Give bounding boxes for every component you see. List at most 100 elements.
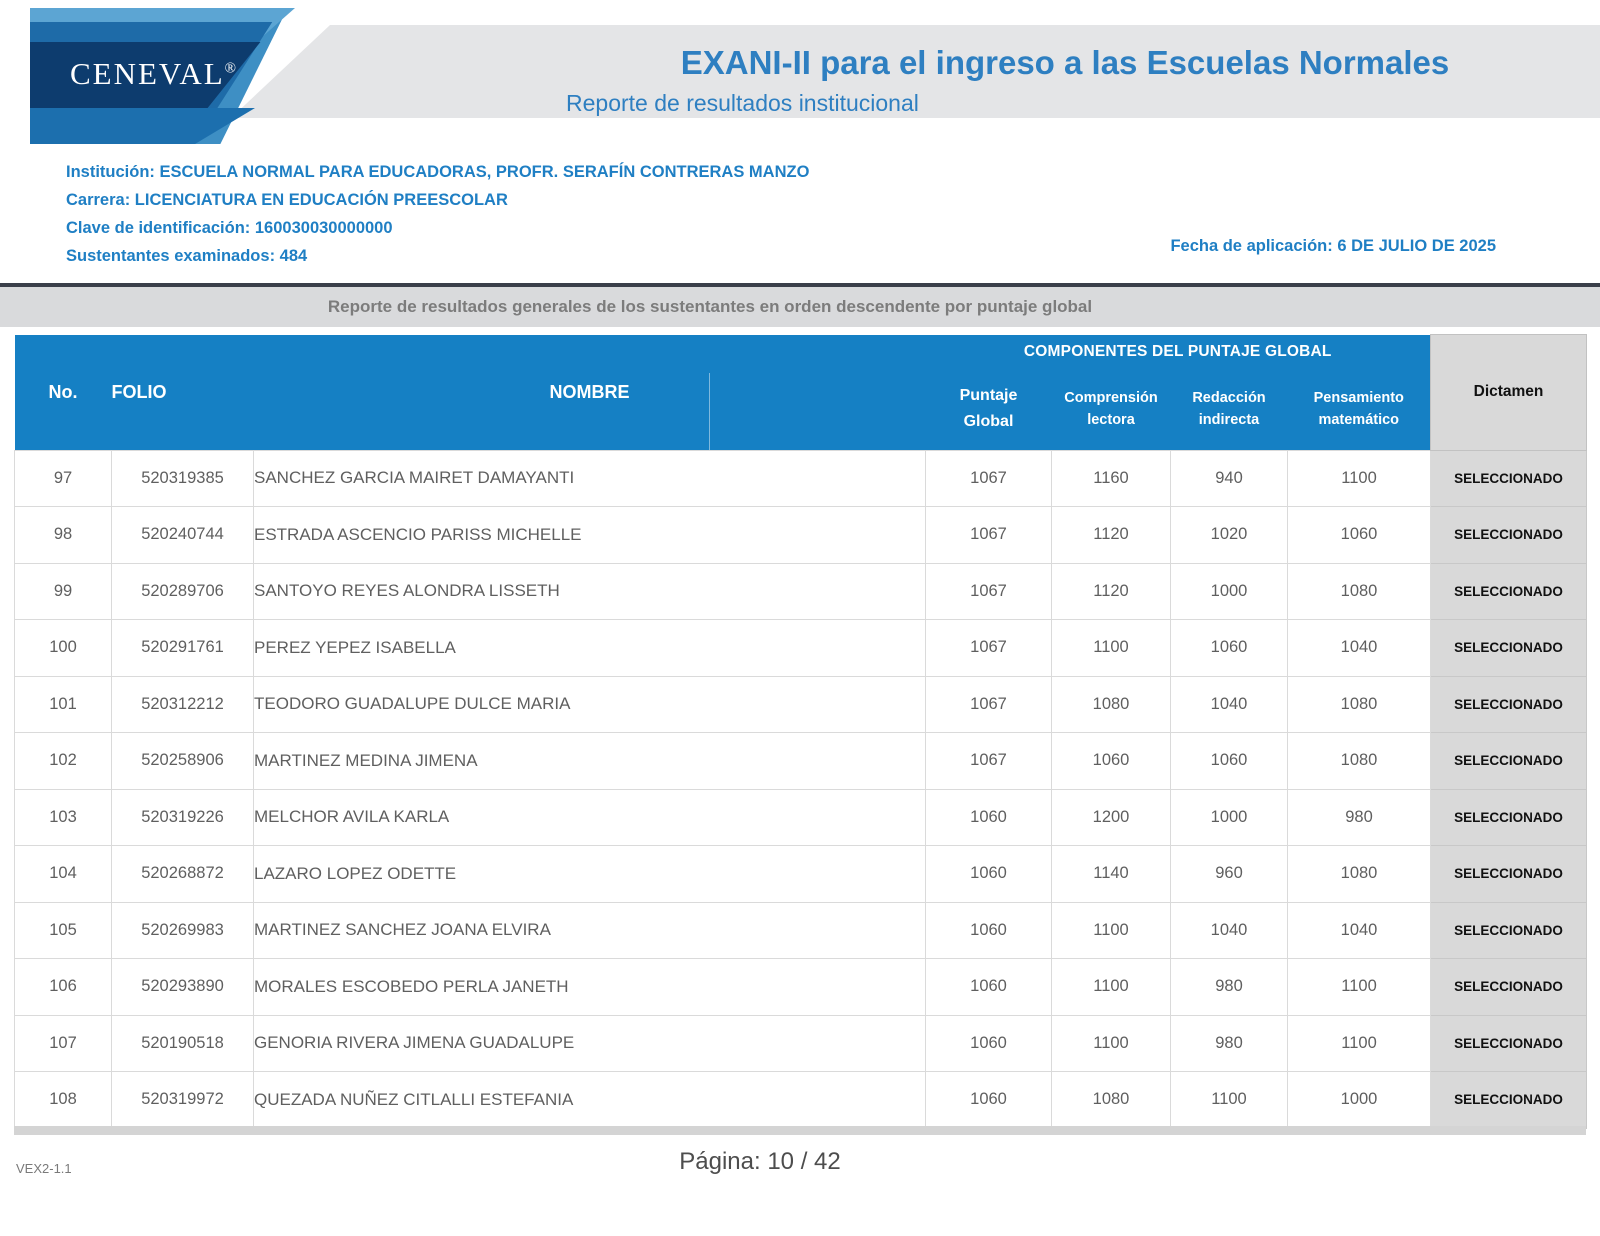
cell-nombre: LAZARO LOPEZ ODETTE: [253, 845, 926, 903]
cell-pensamiento-matematico: 1000: [1286, 1071, 1432, 1129]
column-header-redaccion-indirecta: Redacción indirecta: [1170, 368, 1288, 450]
table-row: 102 520258906 MARTINEZ MEDINA JIMENA 1067 10…: [14, 732, 1588, 790]
cell-pensamiento-matematico: 1100: [1286, 449, 1432, 507]
table-row: 108 520319972 QUEZADA NUÑEZ CITLALLI ESTEF…: [14, 1071, 1588, 1129]
column-header-redaccion-line1: Redacción: [1192, 390, 1266, 406]
cell-pensamiento-matematico: 1060: [1286, 506, 1432, 564]
cell-redaccion-indirecta: 980: [1170, 1014, 1288, 1072]
table-row: 104 520268872 LAZARO LOPEZ ODETTE 1060 1140 9…: [14, 845, 1588, 903]
header-grey-band: [150, 25, 1600, 118]
page-subtitle: Reporte de resultados institucional: [566, 90, 919, 116]
cell-dictamen: SELECCIONADO: [1430, 619, 1588, 677]
column-header-pensamiento-line1: Pensamiento: [1313, 390, 1404, 406]
cell-comprension-lectora: 1160: [1051, 449, 1171, 507]
cell-pensamiento-matematico: 1040: [1286, 901, 1432, 959]
table-row: 105 520269983 MARTINEZ SANCHEZ JOANA ELVIR…: [14, 901, 1588, 959]
column-header-puntaje-line2: Global: [963, 413, 1014, 430]
cell-folio: 520312212: [111, 675, 254, 733]
institution-metadata: Institución: ESCUELA NORMAL PARA EDUCADO…: [66, 158, 809, 270]
logo-wordmark: CENEVAL®: [70, 56, 238, 92]
cell-puntaje-global: 1067: [925, 675, 1052, 733]
cell-nombre: MARTINEZ SANCHEZ JOANA ELVIRA: [253, 901, 926, 959]
cell-puntaje-global: 1060: [925, 901, 1052, 959]
cell-puntaje-global: 1060: [925, 788, 1052, 846]
cell-no: 100: [14, 619, 112, 677]
cell-redaccion-indirecta: 1000: [1170, 788, 1288, 846]
cell-pensamiento-matematico: 1080: [1286, 675, 1432, 733]
cell-dictamen: SELECCIONADO: [1430, 449, 1588, 507]
cell-dictamen: SELECCIONADO: [1430, 845, 1588, 903]
column-header-comprension-line1: Comprensión: [1064, 390, 1158, 406]
cell-no: 107: [14, 1014, 112, 1072]
cell-comprension-lectora: 1080: [1051, 1071, 1171, 1129]
cell-pensamiento-matematico: 980: [1286, 788, 1432, 846]
cell-folio: 520268872: [111, 845, 254, 903]
table-row: 106 520293890 MORALES ESCOBEDO PERLA JANET…: [14, 958, 1588, 1016]
cell-pensamiento-matematico: 1080: [1286, 562, 1432, 620]
cell-no: 98: [14, 506, 112, 564]
cell-puntaje-global: 1060: [925, 845, 1052, 903]
cell-puntaje-global: 1060: [925, 958, 1052, 1016]
table-row: 103 520319226 MELCHOR AVILA KARLA 1060 1200 1…: [14, 788, 1588, 846]
column-header-no: No.: [14, 334, 112, 450]
cell-nombre: MARTINEZ MEDINA JIMENA: [253, 732, 926, 790]
cell-folio: 520319226: [111, 788, 254, 846]
cell-comprension-lectora: 1060: [1051, 732, 1171, 790]
cell-folio: 520319385: [111, 449, 254, 507]
cell-nombre: SANTOYO REYES ALONDRA LISSETH: [253, 562, 926, 620]
table-row: 99 520289706 SANTOYO REYES ALONDRA LISSETH…: [14, 562, 1588, 620]
cell-redaccion-indirecta: 980: [1170, 958, 1288, 1016]
column-header-dictamen: Dictamen: [1430, 334, 1588, 451]
cell-comprension-lectora: 1200: [1051, 788, 1171, 846]
cell-nombre: MORALES ESCOBEDO PERLA JANETH: [253, 958, 926, 1016]
cell-dictamen: SELECCIONADO: [1430, 788, 1588, 846]
cell-puntaje-global: 1060: [925, 1071, 1052, 1129]
cell-pensamiento-matematico: 1040: [1286, 619, 1432, 677]
column-header-pensamiento-line2: matemático: [1318, 412, 1400, 428]
cell-no: 101: [14, 675, 112, 733]
cell-pensamiento-matematico: 1080: [1286, 845, 1432, 903]
cell-comprension-lectora: 1100: [1051, 958, 1171, 1016]
cell-nombre: GENORIA RIVERA JIMENA GUADALUPE: [253, 1014, 926, 1072]
table-row: 100 520291761 PEREZ YEPEZ ISABELLA 1067 1100…: [14, 619, 1588, 677]
logo-shape-bottom-blue: [30, 108, 255, 144]
cell-nombre: SANCHEZ GARCIA MAIRET DAMAYANTI: [253, 449, 926, 507]
results-table-head: No. FOLIO NOMBRE COMPONENTES DEL PUNTAJE…: [14, 334, 1588, 451]
cell-pensamiento-matematico: 1080: [1286, 732, 1432, 790]
column-header-puntaje-line1: Puntaje: [959, 387, 1018, 404]
cell-comprension-lectora: 1100: [1051, 1014, 1171, 1072]
cell-folio: 520190518: [111, 1014, 254, 1072]
cell-nombre: MELCHOR AVILA KARLA: [253, 788, 926, 846]
results-table-body: 97 520319385 SANCHEZ GARCIA MAIRET DAMAYAN…: [14, 449, 1588, 1129]
cell-dictamen: SELECCIONADO: [1430, 732, 1588, 790]
cell-dictamen: SELECCIONADO: [1430, 1014, 1588, 1072]
cell-folio: 520319972: [111, 1071, 254, 1129]
cell-folio: 520258906: [111, 732, 254, 790]
cell-dictamen: SELECCIONADO: [1430, 562, 1588, 620]
table-header-sub-row: Puntaje Global Comprensión lectora Redac…: [15, 368, 1587, 450]
cell-redaccion-indirecta: 1000: [1170, 562, 1288, 620]
meta-carrera: Carrera: LICENCIATURA EN EDUCACIÓN PREES…: [66, 191, 508, 209]
cell-no: 97: [14, 449, 112, 507]
results-table-container: No. FOLIO NOMBRE COMPONENTES DEL PUNTAJE…: [14, 334, 1588, 1129]
registered-trademark-icon: ®: [224, 60, 239, 77]
column-header-puntaje-global: Puntaje Global: [925, 368, 1052, 450]
cell-redaccion-indirecta: 1060: [1170, 732, 1288, 790]
meta-sustentantes: Sustentantes examinados: 484: [66, 247, 308, 265]
cell-redaccion-indirecta: 1040: [1170, 675, 1288, 733]
cell-dictamen: SELECCIONADO: [1430, 675, 1588, 733]
logo-wordmark-text: CENEVAL: [70, 56, 225, 91]
cell-no: 103: [14, 788, 112, 846]
column-header-redaccion-line2: indirecta: [1198, 412, 1260, 428]
cell-dictamen: SELECCIONADO: [1430, 506, 1588, 564]
cell-pensamiento-matematico: 1100: [1286, 1014, 1432, 1072]
table-bottom-band: [14, 1126, 1586, 1135]
cell-puntaje-global: 1067: [925, 732, 1052, 790]
cell-redaccion-indirecta: 960: [1170, 845, 1288, 903]
ceneval-logo: CENEVAL®: [14, 4, 314, 146]
cell-comprension-lectora: 1120: [1051, 562, 1171, 620]
meta-fecha-aplicacion: Fecha de aplicación: 6 DE JULIO DE 2025: [1170, 237, 1496, 255]
cell-comprension-lectora: 1100: [1051, 901, 1171, 959]
cell-redaccion-indirecta: 1060: [1170, 619, 1288, 677]
cell-redaccion-indirecta: 1040: [1170, 901, 1288, 959]
